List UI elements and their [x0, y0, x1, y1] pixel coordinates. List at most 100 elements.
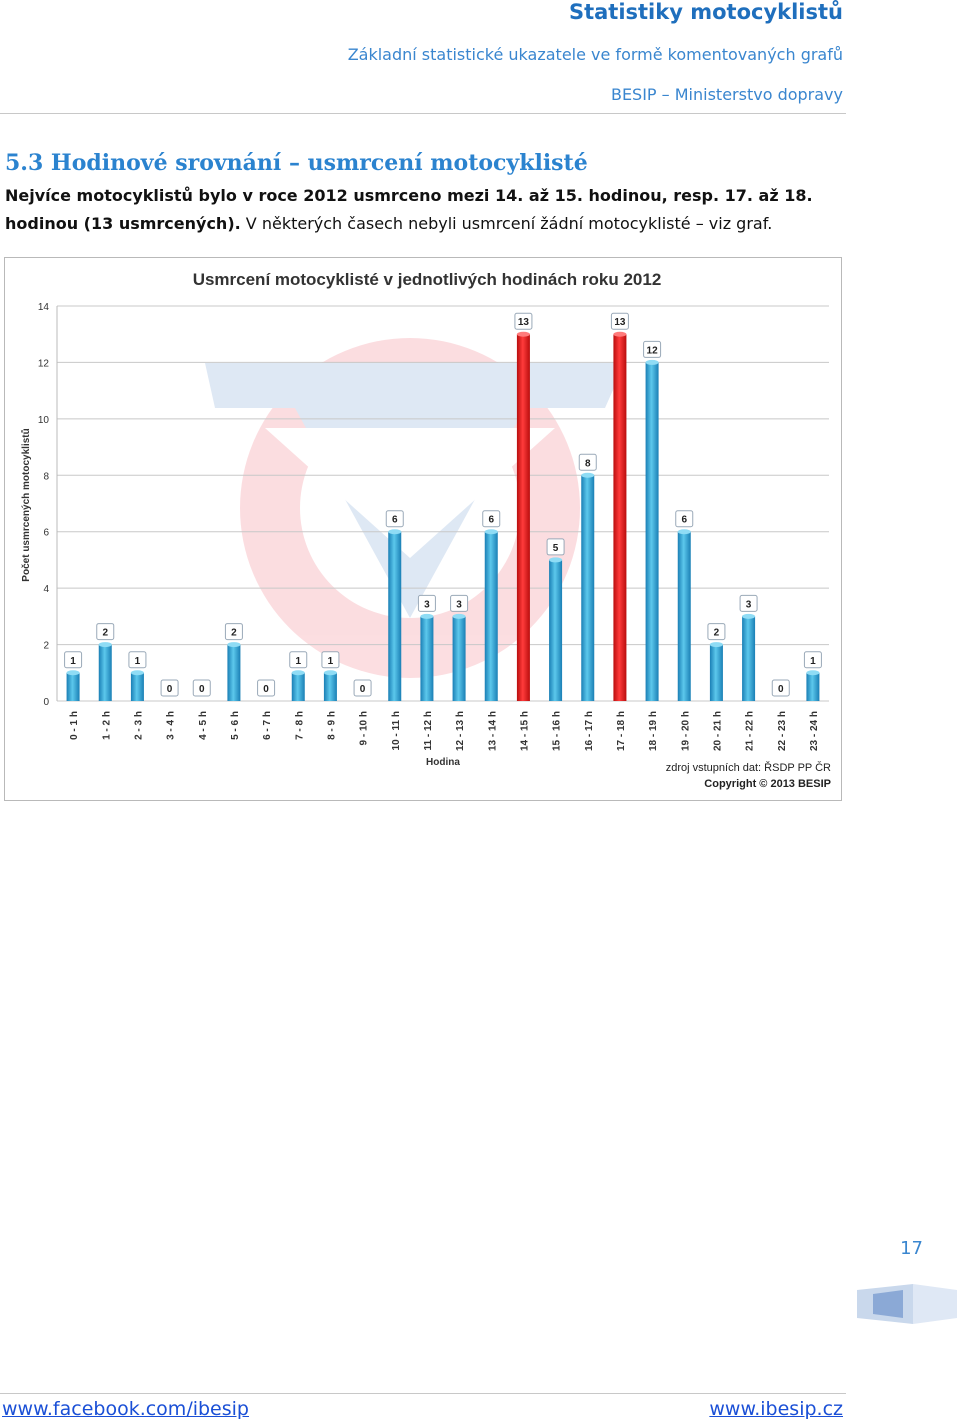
bar-cap	[130, 670, 144, 676]
data-label: 2	[231, 628, 237, 639]
chart-title: Usmrcení motocyklisté v jednotlivých hod…	[193, 270, 662, 289]
data-label-box	[771, 679, 790, 697]
data-label: 13	[614, 317, 626, 328]
bar-21-22h	[742, 616, 756, 701]
data-label: 3	[424, 599, 430, 610]
bar-14-15h	[516, 334, 530, 701]
bar-cap	[420, 613, 434, 619]
x-tick-label: 4 - 5 h	[198, 711, 209, 740]
bar-cap	[581, 472, 595, 478]
copyright-note: Copyright © 2013 BESIP	[704, 778, 831, 790]
source-note: zdroj vstupních dat: ŘSDP PP ČR	[666, 761, 831, 774]
data-label: 6	[488, 515, 494, 526]
bar-23-24h	[806, 672, 820, 701]
bar-20-21h	[709, 644, 723, 701]
bar-cap	[613, 331, 627, 337]
y-tick-label: 6	[43, 528, 49, 539]
x-tick-label: 5 - 6 h	[230, 711, 241, 740]
header-subtitle: Základní statistické ukazatele ve formě …	[347, 45, 843, 64]
y-tick-label: 10	[38, 415, 50, 426]
data-label-box	[96, 623, 115, 641]
bar-cap	[98, 642, 112, 648]
x-tick-label: 9 - 10 h	[359, 711, 370, 745]
x-tick-label: 23 - 24 h	[809, 711, 820, 751]
data-label-box	[546, 538, 565, 556]
corner-decoration	[857, 1284, 957, 1324]
bar-10-11h	[388, 531, 402, 701]
x-tick-label: 20 - 21 h	[712, 711, 723, 751]
x-tick-label: 11 - 12 h	[423, 711, 434, 750]
data-label: 6	[681, 515, 687, 526]
y-tick-label: 8	[43, 471, 49, 482]
x-tick-label: 13 - 14 h	[487, 711, 498, 751]
y-tick-label: 14	[38, 302, 50, 313]
bar-cap	[452, 613, 466, 619]
data-label: 1	[295, 656, 301, 667]
data-label-box	[643, 340, 662, 358]
data-label-box	[289, 651, 308, 669]
bar-cap	[645, 359, 659, 365]
data-label-box	[675, 510, 694, 528]
y-tick-label: 2	[43, 641, 49, 652]
facebook-link[interactable]: www.facebook.com/ibesip	[2, 1398, 249, 1420]
bar-cap	[227, 642, 241, 648]
x-tick-label: 0 - 1 h	[69, 711, 80, 740]
x-tick-label: 14 - 15 h	[519, 711, 530, 751]
data-label-box	[257, 679, 276, 697]
header-divider	[0, 113, 846, 114]
data-label-box	[610, 312, 629, 330]
data-label-box	[385, 510, 404, 528]
data-label: 13	[518, 317, 530, 328]
website-link[interactable]: www.ibesip.cz	[709, 1398, 843, 1420]
data-label-box	[417, 594, 436, 612]
y-tick-label: 4	[43, 584, 49, 595]
data-label: 1	[328, 656, 334, 667]
data-label-box	[224, 623, 243, 641]
data-label: 2	[714, 628, 720, 639]
footer-divider	[0, 1393, 846, 1394]
section-paragraph: Nejvíce motocyklistů bylo v roce 2012 us…	[5, 182, 850, 238]
data-label: 0	[263, 684, 269, 695]
x-tick-label: 21 - 22 h	[745, 711, 756, 751]
bar-16-17h	[581, 475, 595, 701]
x-tick-label: 17 - 18 h	[616, 711, 627, 751]
bar-8-9h	[323, 672, 337, 701]
data-label: 3	[746, 599, 752, 610]
data-label-box	[739, 594, 758, 612]
data-label: 3	[456, 599, 462, 610]
data-label-box	[64, 651, 83, 669]
data-label-box	[128, 651, 147, 669]
data-label: 2	[102, 628, 108, 639]
paragraph-bold-text: Nejvíce motocyklistů bylo v roce 2012 us…	[5, 186, 813, 233]
bar-18-19h	[645, 362, 659, 701]
bar-5-6h	[227, 644, 241, 701]
bar-cap	[484, 529, 498, 535]
data-label-box	[160, 679, 179, 697]
data-label: 5	[553, 543, 559, 554]
x-tick-label: 8 - 9 h	[326, 711, 337, 740]
x-tick-label: 10 - 11 h	[391, 711, 402, 750]
bar-1-2h	[98, 644, 112, 701]
y-tick-label: 12	[38, 358, 50, 369]
data-label: 1	[70, 656, 76, 667]
bar-cap	[806, 670, 820, 676]
bar-cap	[742, 613, 756, 619]
data-label: 0	[167, 684, 173, 695]
bar-cap	[677, 529, 691, 535]
x-tick-label: 3 - 4 h	[166, 711, 177, 740]
x-tick-label: 22 - 23 h	[777, 711, 788, 751]
x-tick-label: 1 - 2 h	[101, 711, 112, 740]
bar-cap	[291, 670, 305, 676]
y-tick-label: 0	[43, 697, 49, 708]
page-number: 17	[900, 1238, 923, 1259]
bar-7-8h	[291, 672, 305, 701]
bar-cap	[549, 557, 563, 563]
bar-cap	[323, 670, 337, 676]
bar-cap	[709, 642, 723, 648]
bar-15-16h	[549, 559, 563, 701]
data-label: 0	[778, 684, 784, 695]
data-label-box	[192, 679, 211, 697]
x-tick-label: 7 - 8 h	[294, 711, 305, 740]
data-label-box	[803, 651, 822, 669]
